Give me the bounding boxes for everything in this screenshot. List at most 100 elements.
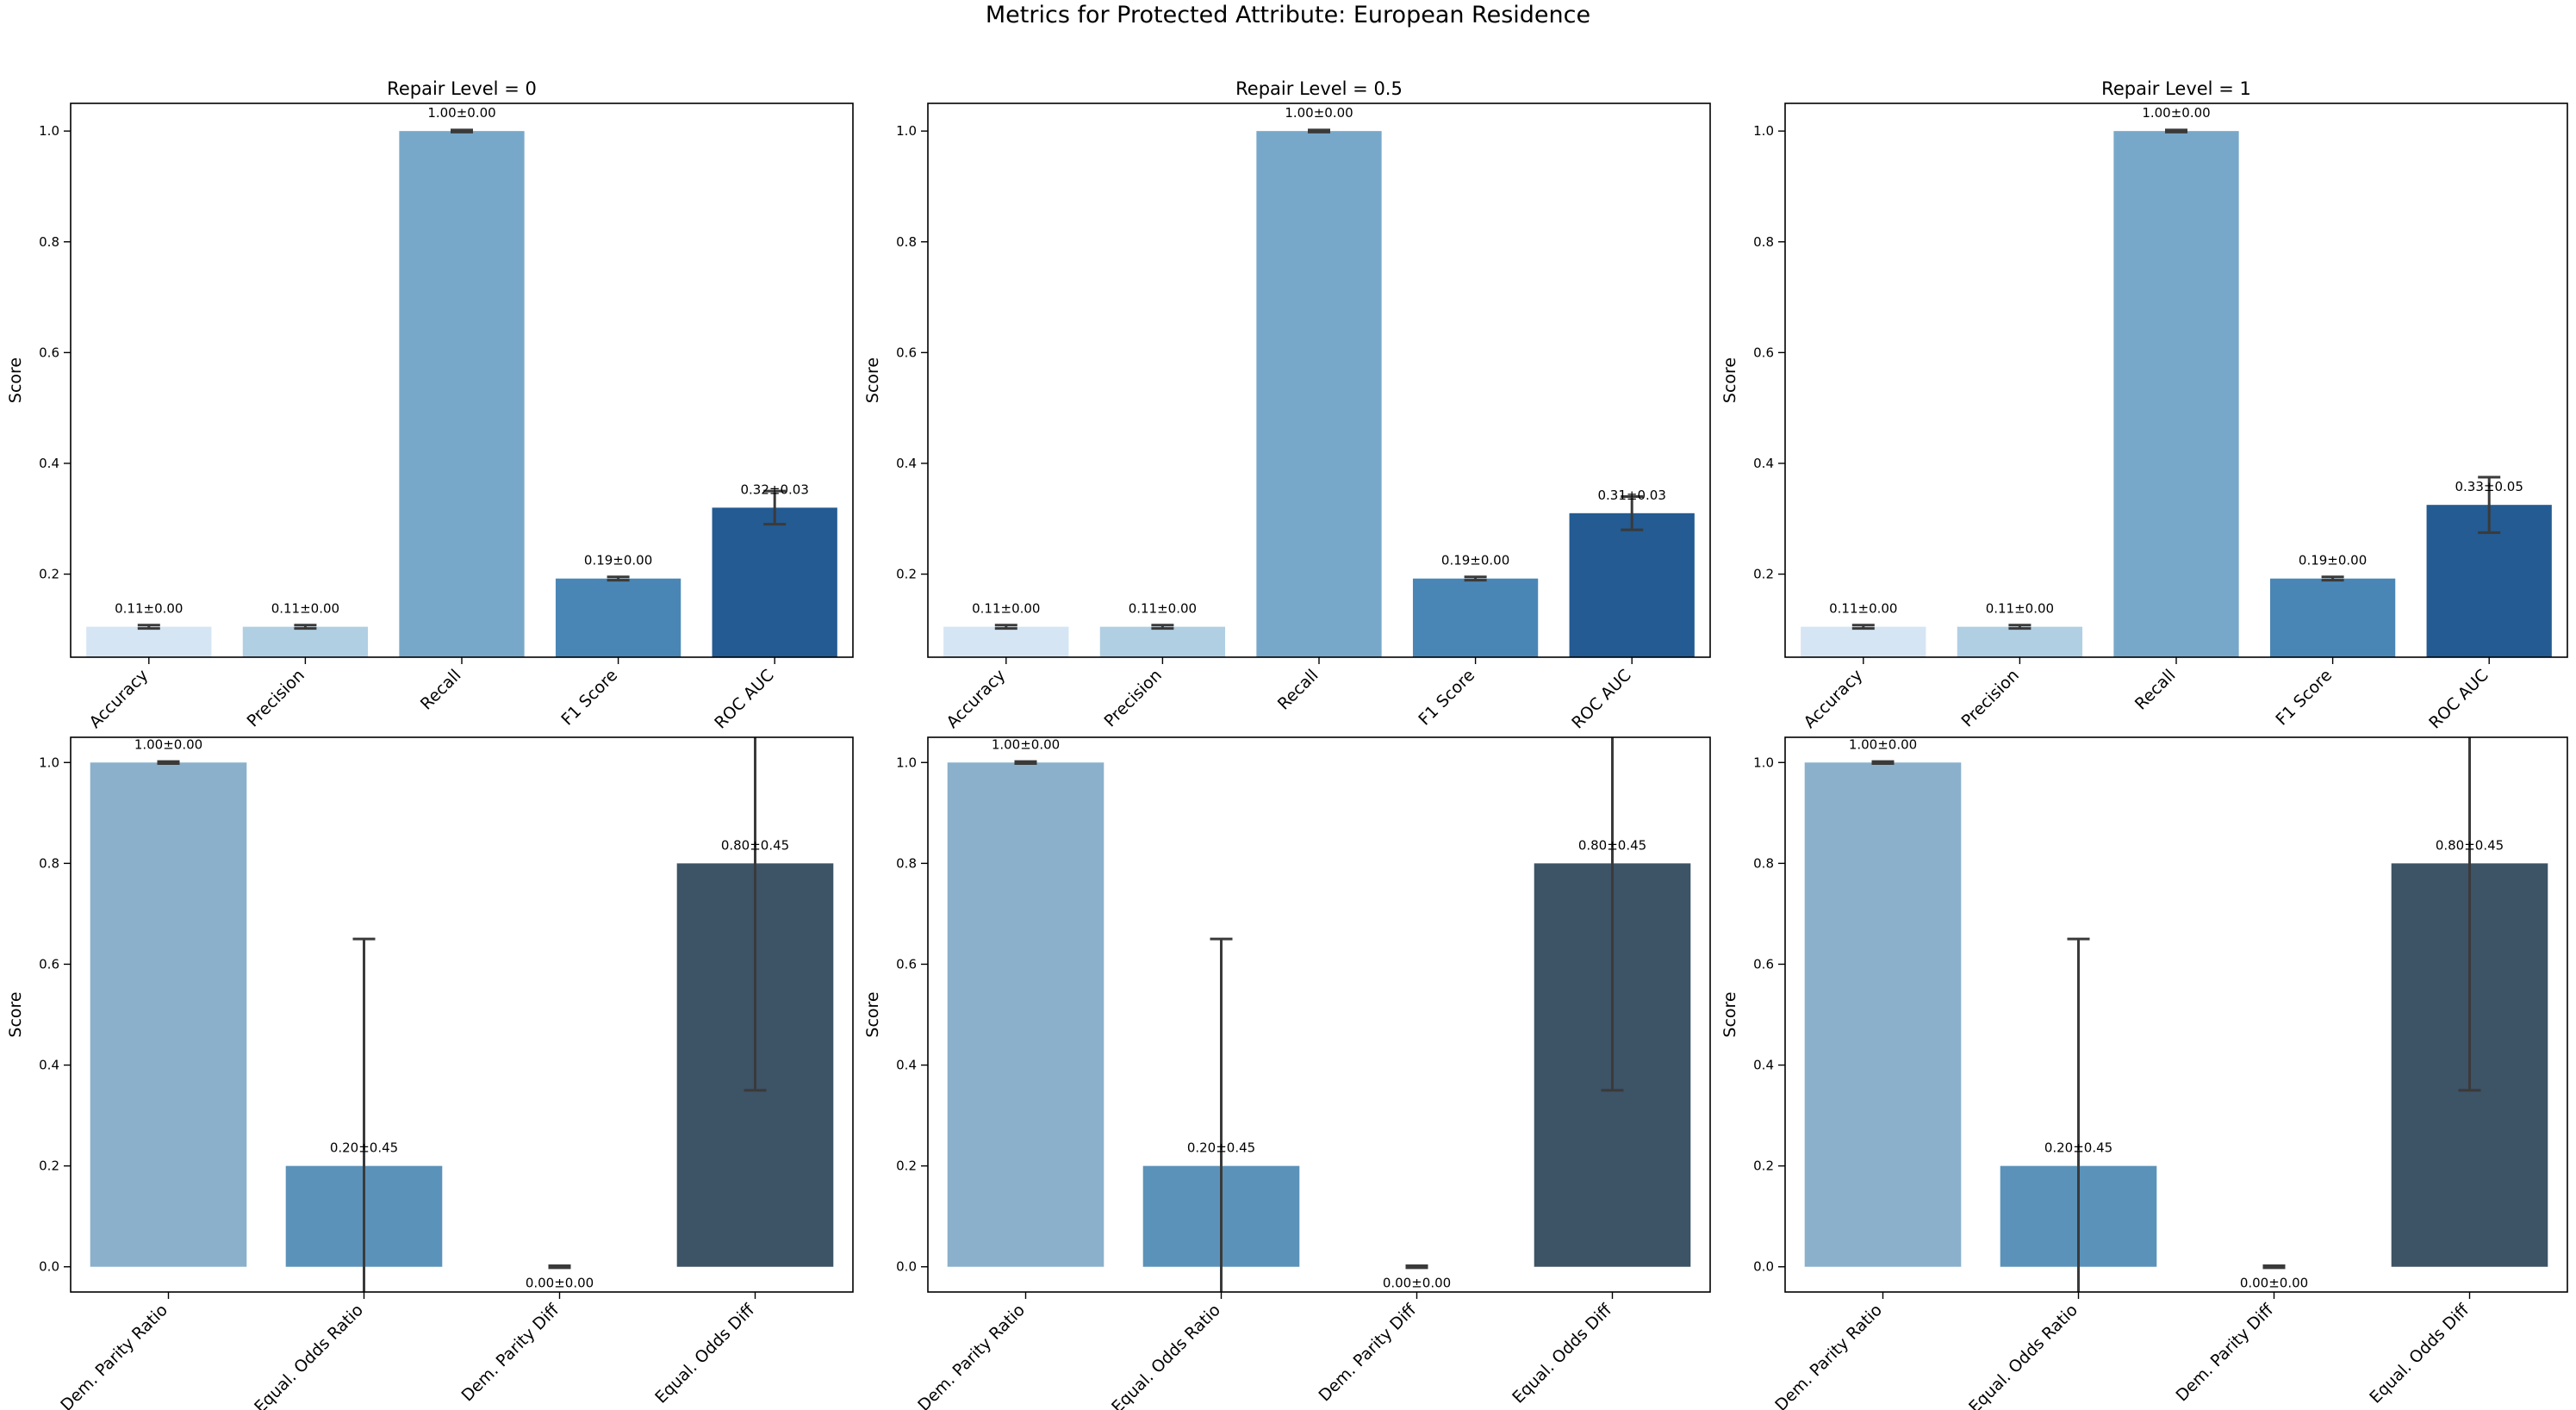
- data-label: 0.19±0.00: [1441, 553, 1509, 568]
- y-tick-label: 0.8: [1753, 234, 1774, 250]
- y-tick-label: 0.2: [1753, 567, 1774, 582]
- data-label: 0.32±0.03: [741, 481, 809, 497]
- y-tick-label: 0.8: [39, 855, 59, 871]
- y-tick-label: 0.4: [896, 1058, 917, 1073]
- panel-title: Repair Level = 0: [387, 78, 537, 99]
- y-tick-label: 0.2: [896, 567, 917, 582]
- data-label: 0.11±0.00: [115, 601, 183, 617]
- data-label: 0.11±0.00: [1129, 601, 1197, 617]
- data-label: 0.33±0.05: [2455, 479, 2523, 494]
- data-label: 0.80±0.45: [1578, 837, 1646, 853]
- bar-dem-parity-ratio: [90, 762, 247, 1267]
- x-tick-label: Accuracy: [943, 666, 1009, 732]
- bar-accuracy: [943, 626, 1069, 657]
- y-tick-label: 0.4: [39, 1058, 59, 1073]
- y-tick-label: 0.0: [896, 1259, 917, 1275]
- axes-frame: [70, 736, 854, 1293]
- data-label: 0.31±0.03: [1598, 488, 1666, 503]
- bar-precision: [1957, 626, 2083, 657]
- y-tick-label: 0.8: [896, 855, 917, 871]
- x-tick-label: Accuracy: [1800, 666, 1866, 732]
- y-tick-label: 0.0: [39, 1259, 59, 1275]
- data-label: 0.11±0.00: [1829, 601, 1897, 617]
- y-axis-label: Score: [6, 357, 25, 403]
- y-tick-label: 1.0: [1753, 123, 1774, 139]
- x-tick-label: Dem. Parity Ratio: [1771, 1301, 1886, 1410]
- x-tick-label: Recall: [1274, 666, 1322, 714]
- x-tick-label: F1 Score: [1415, 666, 1478, 730]
- data-label: 1.00±0.00: [1849, 736, 1917, 752]
- x-tick-label: Dem. Parity Diff: [1315, 1300, 1420, 1405]
- data-label: 0.19±0.00: [584, 553, 652, 568]
- data-label: 0.20±0.45: [1187, 1140, 1255, 1156]
- x-tick-label: Equal. Odds Ratio: [1108, 1301, 1224, 1410]
- x-tick-label: Dem. Parity Ratio: [914, 1301, 1029, 1410]
- x-tick-label: F1 Score: [557, 666, 621, 730]
- data-label: 0.20±0.45: [330, 1140, 398, 1156]
- y-axis-label: Score: [863, 991, 882, 1037]
- y-tick-label: 0.4: [1753, 456, 1774, 471]
- chart-panel-2: 0.11±0.00 0.11±0.00 1.00±0.00 0.19±0.00 0.31…: [863, 78, 1711, 733]
- data-label: 0.00±0.00: [1383, 1276, 1451, 1291]
- y-tick-label: 0.6: [1753, 956, 1774, 972]
- x-tick-label: Equal. Odds Diff: [1509, 1300, 1615, 1407]
- data-label: 0.11±0.00: [1986, 601, 2054, 617]
- y-tick-label: 1.0: [896, 755, 917, 770]
- bar-f1-score: [555, 578, 681, 657]
- bar-recall: [2113, 131, 2239, 657]
- data-label: 0.11±0.00: [271, 601, 339, 617]
- axes-frame: [1784, 736, 2568, 1293]
- chart-panel-4: 1.00±0.00 0.20±0.45 0.00±0.00 0.80±0.45 0.0 0…: [6, 736, 854, 1410]
- bar-recall: [1256, 131, 1382, 657]
- data-label: 0.00±0.00: [2240, 1276, 2308, 1291]
- data-label: 0.19±0.00: [2299, 553, 2367, 568]
- panel-title: Repair Level = 0.5: [1235, 78, 1403, 99]
- bar-f1-score: [2269, 578, 2396, 657]
- chart-panel-5: 1.00±0.00 0.20±0.45 0.00±0.00 0.80±0.45 0.0 0…: [863, 736, 1711, 1410]
- y-tick-label: 0.2: [39, 567, 59, 582]
- y-tick-label: 1.0: [39, 123, 59, 139]
- data-label: 1.00±0.00: [134, 736, 202, 752]
- data-label: 1.00±0.00: [1285, 105, 1353, 121]
- y-tick-label: 0.0: [1753, 1259, 1774, 1275]
- chart-panel-3: 0.11±0.00 0.11±0.00 1.00±0.00 0.19±0.00 0.33…: [1720, 78, 2568, 733]
- bar-accuracy: [86, 626, 212, 657]
- x-tick-label: Equal. Odds Diff: [2366, 1300, 2473, 1407]
- y-tick-label: 1.0: [39, 755, 59, 770]
- y-tick-label: 0.4: [39, 456, 59, 471]
- data-label: 1.00±0.00: [427, 105, 495, 121]
- x-tick-label: Recall: [417, 666, 465, 714]
- axes-frame: [927, 736, 1711, 1293]
- y-tick-label: 1.0: [1753, 755, 1774, 770]
- y-tick-label: 0.6: [39, 345, 59, 360]
- data-label: 0.11±0.00: [972, 601, 1040, 617]
- x-tick-label: Recall: [2131, 666, 2180, 714]
- bar-roc-auc: [1569, 512, 1695, 657]
- x-tick-label: Equal. Odds Ratio: [1965, 1301, 2081, 1410]
- bar-precision: [1099, 626, 1226, 657]
- y-tick-label: 0.2: [896, 1158, 917, 1174]
- y-tick-label: 0.8: [896, 234, 917, 250]
- y-tick-label: 1.0: [896, 123, 917, 139]
- data-label: 1.00±0.00: [2142, 105, 2210, 121]
- x-tick-label: F1 Score: [2272, 666, 2336, 730]
- chart-panel-6: 1.00±0.00 0.20±0.45 0.00±0.00 0.80±0.45 0.0 0…: [1720, 736, 2568, 1410]
- data-label: 0.80±0.45: [721, 837, 789, 853]
- bar-precision: [242, 626, 369, 657]
- y-tick-label: 0.4: [1753, 1058, 1774, 1073]
- y-tick-label: 0.2: [39, 1158, 59, 1174]
- y-tick-label: 0.6: [39, 956, 59, 972]
- y-tick-label: 0.8: [39, 234, 59, 250]
- data-label: 0.80±0.45: [2436, 837, 2504, 853]
- x-tick-label: Precision: [243, 666, 308, 731]
- data-label: 0.20±0.45: [2044, 1140, 2112, 1156]
- y-axis-label: Score: [863, 357, 882, 403]
- bar-roc-auc: [712, 507, 837, 657]
- bar-dem-parity-ratio: [1804, 762, 1962, 1267]
- x-tick-label: Dem. Parity Ratio: [57, 1301, 171, 1410]
- x-tick-label: ROC AUC: [2425, 666, 2492, 733]
- y-axis-label: Score: [1720, 357, 1739, 403]
- x-tick-label: Dem. Parity Diff: [2172, 1300, 2277, 1405]
- x-tick-label: ROC AUC: [1568, 666, 1635, 733]
